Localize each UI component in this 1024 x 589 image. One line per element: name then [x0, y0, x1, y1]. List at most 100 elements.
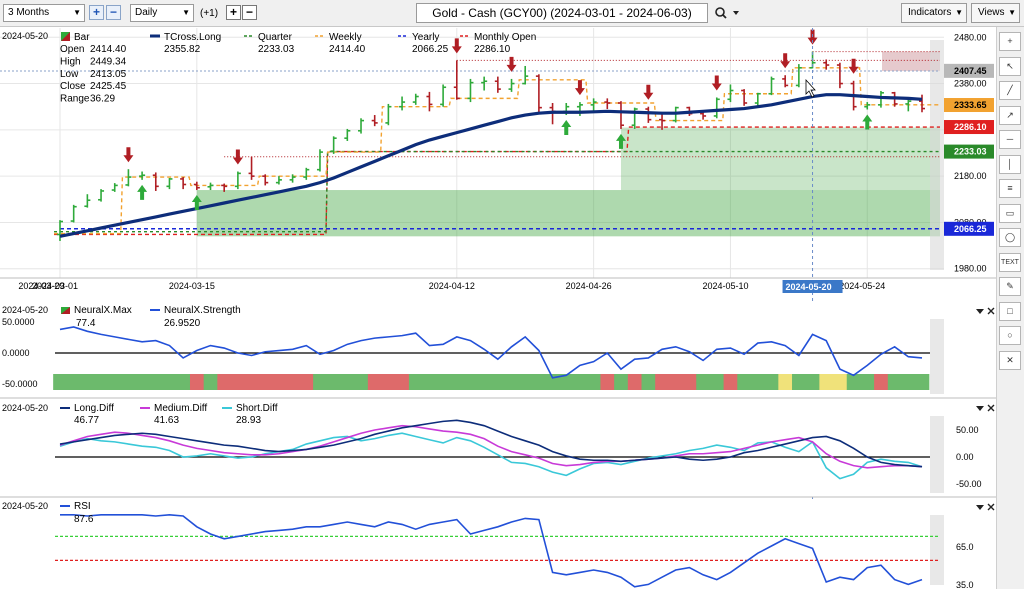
price-tag-value: 2233.03	[954, 147, 987, 157]
pencil-icon[interactable]: ✎	[999, 277, 1021, 296]
legend-item-value: 2414.40	[329, 44, 366, 55]
neuralx-max-bar	[504, 374, 519, 390]
price-tag	[944, 63, 994, 78]
collapse-icon	[976, 505, 984, 510]
diff-axis-label: -50.00	[956, 479, 982, 489]
price-tag-value: 2286.10	[954, 122, 987, 132]
neuralx-max-bar	[381, 374, 396, 390]
neuralx-max-bar	[463, 374, 478, 390]
ellipse-icon[interactable]: ◯	[999, 228, 1021, 247]
x-axis-label: 2024-04-12	[429, 281, 475, 291]
neuralx-max-bar	[614, 374, 629, 390]
legend-swatch	[61, 307, 70, 314]
symbol-title[interactable]: Gold - Cash (GCY00) (2024-03-01 - 2024-0…	[416, 3, 708, 23]
legend-item-value: 2355.82	[164, 44, 201, 55]
square-icon[interactable]: □	[999, 301, 1021, 321]
neuralx-max-bar	[627, 374, 643, 390]
diff-legend-label: Short.Diff	[236, 403, 278, 414]
buy-arrow-icon	[615, 133, 626, 149]
ohlc-value: 2414.40	[90, 44, 127, 55]
collapse-icon	[976, 406, 984, 411]
price-tag-value: 2407.45	[954, 66, 987, 76]
neuralx-max-bar	[709, 374, 725, 390]
zoom-in-button[interactable]: +	[89, 5, 104, 20]
neuralx-max-bar	[395, 374, 410, 390]
zoom-out-button[interactable]: −	[106, 5, 121, 20]
x-axis-label: 2024-03-29	[18, 281, 64, 291]
neuralx-max-bar	[135, 374, 150, 390]
close-icon	[987, 503, 995, 511]
neuralx-max-bar	[833, 374, 848, 390]
line-icon[interactable]: ╱	[999, 81, 1021, 100]
price-axis-label: 1980.00	[954, 264, 987, 274]
neuralx-max-bar	[299, 374, 314, 390]
views-button[interactable]: Views ▼	[971, 3, 1020, 23]
buy-arrow-icon	[862, 114, 873, 130]
neuralx-max-bar	[641, 374, 656, 390]
scroll-track	[930, 416, 944, 493]
arrow-icon[interactable]: ↖	[999, 56, 1021, 76]
neuralx-max-bar	[449, 374, 465, 390]
neuralx-max-bar	[162, 374, 177, 390]
support-zone	[620, 127, 940, 191]
neuralx-axis-label: 0.0000	[2, 348, 30, 358]
ohlc-value: 2425.45	[90, 81, 127, 92]
neuralx-max-bar	[682, 374, 697, 390]
monthly-open-line	[54, 126, 940, 236]
price-pane	[0, 28, 944, 278]
ohlc-value: 2449.34	[90, 56, 127, 67]
neuralx-max-bar	[600, 374, 615, 390]
neuralx-max-bar	[846, 374, 861, 390]
diff-legend-label: Medium.Diff	[154, 403, 207, 414]
neuralx-strength-label: NeuralX.Strength	[164, 305, 241, 316]
neuralx-max-bar	[819, 374, 834, 390]
neuralx-max-bar	[559, 374, 574, 390]
mouse-cursor-icon	[805, 78, 816, 98]
long-diff-line	[59, 419, 923, 468]
price-scroll-track	[930, 40, 944, 270]
close-icon	[987, 307, 995, 315]
ohlc-label: Close	[60, 81, 86, 92]
legend-date: 2024-05-20	[2, 31, 48, 41]
offset-minus-button[interactable]: −	[242, 5, 257, 20]
neuralx-max-bar	[258, 374, 273, 390]
interval-select[interactable]: Daily ▼	[130, 4, 194, 22]
neuralx-max-bar	[121, 374, 136, 390]
legend-item-name: TCross.Long	[164, 32, 221, 43]
fib-icon[interactable]: ≡	[999, 179, 1021, 198]
sell-arrow-icon	[807, 29, 818, 45]
legend-item-value: 2286.10	[474, 44, 511, 55]
neuralx-max-bar	[313, 374, 328, 390]
neuralx-date: 2024-05-20	[2, 305, 48, 315]
buy-arrow-icon	[561, 120, 572, 136]
ray-icon[interactable]: ↗	[999, 105, 1021, 125]
close-icon[interactable]: ✕	[999, 350, 1021, 370]
indicators-button[interactable]: Indicators ▼	[901, 3, 967, 23]
horizontal-line-icon[interactable]: ─	[999, 130, 1021, 149]
search-icon[interactable]	[714, 6, 744, 20]
offset-plus-button[interactable]: +	[226, 5, 241, 20]
price-tag	[944, 221, 994, 236]
circle-icon[interactable]: ○	[999, 326, 1021, 345]
crosshair-icon[interactable]: +	[999, 32, 1021, 51]
neuralx-max-bar	[668, 374, 684, 390]
neuralx-max-label: NeuralX.Max	[74, 305, 132, 316]
x-axis-label: 2024-05-24	[839, 281, 885, 291]
period-select[interactable]: 3 Months ▼	[3, 4, 85, 22]
neuralx-max-bar	[901, 374, 916, 390]
neuralx-max-bar	[408, 374, 424, 390]
cursor-date-value: 2024-05-20	[786, 282, 832, 292]
sell-arrow-icon	[506, 56, 517, 72]
chart-area[interactable]: 2480.002380.002280.002180.002080.001980.…	[0, 0, 996, 589]
vertical-line-icon[interactable]: │	[999, 154, 1021, 174]
ohlc-label: Range	[60, 94, 90, 105]
rsi-value: 87.6	[74, 514, 94, 525]
rectangle-icon[interactable]: ▭	[999, 203, 1021, 223]
bar-legend-swatch	[61, 32, 70, 41]
text-icon[interactable]: TEXT	[999, 252, 1021, 272]
x-axis-label: 2024-05-10	[702, 281, 748, 291]
drawing-toolbar: + ↖ ╱ ↗ ─ │ ≡ ▭ ◯ TEXT ✎ □ ○ ✕	[996, 27, 1024, 589]
offset-label: (+1)	[200, 8, 219, 19]
neuralx-max-bar	[107, 374, 123, 390]
sell-arrow-icon	[711, 75, 722, 91]
